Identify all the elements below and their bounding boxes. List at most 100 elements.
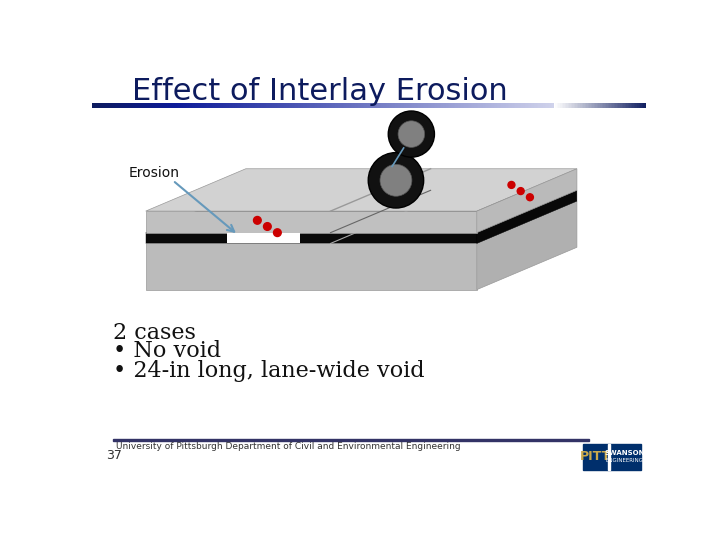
Bar: [589, 103, 591, 108]
Bar: [588, 103, 590, 108]
Bar: [213, 103, 215, 108]
Bar: [220, 103, 222, 108]
Bar: [574, 103, 576, 108]
Bar: [428, 103, 429, 108]
Bar: [601, 103, 603, 108]
Bar: [475, 103, 477, 108]
Bar: [454, 103, 456, 108]
Ellipse shape: [368, 153, 423, 208]
Bar: [120, 103, 122, 108]
Bar: [359, 103, 360, 108]
Bar: [303, 103, 305, 108]
Bar: [389, 103, 391, 108]
Bar: [548, 103, 549, 108]
Bar: [551, 103, 553, 108]
Bar: [366, 103, 368, 108]
Bar: [554, 103, 556, 108]
Bar: [149, 103, 150, 108]
Bar: [583, 444, 641, 470]
Bar: [449, 103, 451, 108]
Bar: [189, 103, 191, 108]
Text: Effect of Interlay Erosion: Effect of Interlay Erosion: [132, 77, 508, 106]
Bar: [451, 103, 453, 108]
Bar: [195, 103, 197, 108]
Bar: [534, 103, 536, 108]
Bar: [609, 103, 611, 108]
Bar: [104, 103, 106, 108]
Bar: [594, 103, 595, 108]
Text: PITT: PITT: [580, 450, 611, 463]
Bar: [218, 103, 220, 108]
Bar: [567, 103, 570, 108]
Bar: [443, 103, 445, 108]
Bar: [474, 103, 476, 108]
Bar: [190, 103, 192, 108]
Bar: [107, 103, 109, 108]
Bar: [179, 103, 181, 108]
Bar: [510, 103, 513, 108]
Bar: [509, 103, 511, 108]
Bar: [310, 103, 312, 108]
Bar: [582, 103, 583, 108]
Bar: [628, 103, 630, 108]
Bar: [409, 103, 411, 108]
Bar: [471, 103, 472, 108]
Bar: [158, 103, 160, 108]
Bar: [586, 103, 588, 108]
Bar: [501, 103, 503, 108]
Bar: [266, 103, 268, 108]
Bar: [564, 103, 567, 108]
Bar: [544, 103, 546, 108]
Bar: [249, 103, 251, 108]
Bar: [478, 103, 480, 108]
Bar: [614, 103, 616, 108]
Bar: [489, 103, 491, 108]
Bar: [369, 103, 371, 108]
Bar: [275, 103, 277, 108]
Bar: [629, 103, 631, 108]
Bar: [632, 103, 634, 108]
Bar: [572, 103, 575, 108]
Bar: [256, 103, 258, 108]
Bar: [292, 103, 294, 108]
Bar: [372, 103, 374, 108]
Bar: [505, 103, 506, 108]
Circle shape: [526, 194, 534, 201]
Bar: [554, 103, 647, 108]
Bar: [614, 103, 616, 108]
Bar: [464, 103, 467, 108]
Bar: [99, 103, 102, 108]
Bar: [229, 103, 231, 108]
Bar: [574, 103, 576, 108]
Text: • No void: • No void: [113, 340, 222, 362]
Bar: [529, 103, 531, 108]
Bar: [283, 103, 284, 108]
Bar: [585, 103, 587, 108]
Bar: [626, 103, 628, 108]
Bar: [344, 103, 346, 108]
Bar: [423, 103, 425, 108]
Bar: [168, 103, 171, 108]
Bar: [343, 103, 345, 108]
Bar: [644, 103, 647, 108]
Bar: [608, 444, 610, 470]
Bar: [386, 103, 388, 108]
Bar: [137, 103, 138, 108]
Bar: [486, 103, 488, 108]
Bar: [521, 103, 523, 108]
Bar: [571, 103, 572, 108]
Bar: [152, 103, 154, 108]
Bar: [554, 103, 556, 108]
Bar: [620, 103, 622, 108]
Bar: [405, 103, 406, 108]
Bar: [418, 103, 420, 108]
Bar: [539, 103, 540, 108]
Bar: [601, 103, 603, 108]
Bar: [183, 103, 184, 108]
Polygon shape: [145, 211, 477, 233]
Bar: [570, 103, 571, 108]
Bar: [212, 103, 214, 108]
Bar: [351, 103, 353, 108]
Bar: [578, 103, 580, 108]
Bar: [618, 103, 621, 108]
